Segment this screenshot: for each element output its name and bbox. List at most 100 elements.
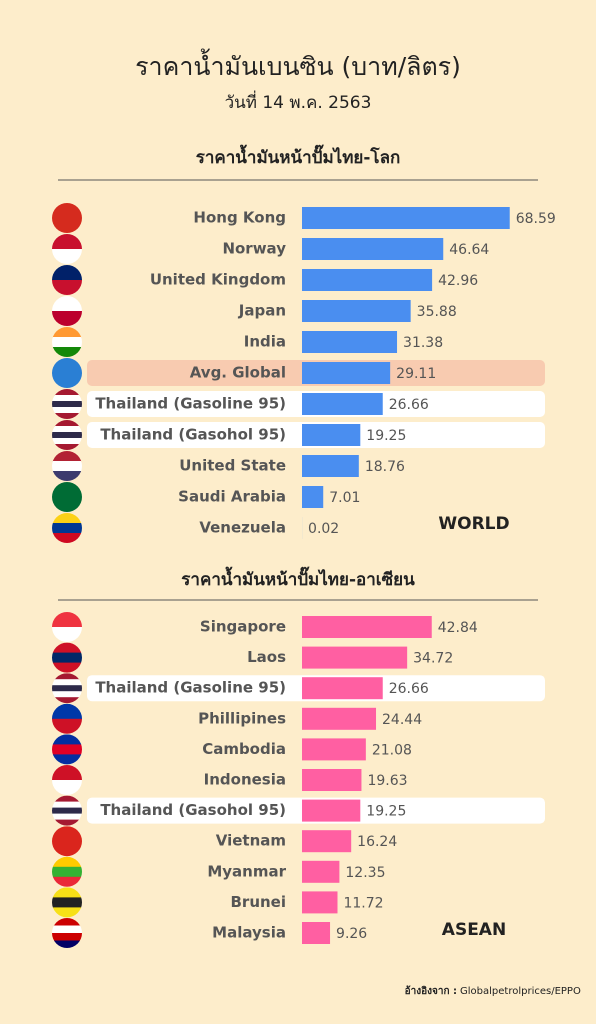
flag <box>52 296 82 326</box>
flag-stripe <box>52 407 82 414</box>
flag <box>52 887 82 918</box>
flag-stripe <box>52 754 82 765</box>
flag-stripe <box>52 887 82 898</box>
flag-stripe <box>52 451 82 462</box>
category-label: Norway <box>222 240 286 258</box>
category-label: Cambodia <box>202 740 286 758</box>
bar <box>302 922 331 944</box>
subtitle: วันที่ 14 พ.ค. 2563 <box>225 90 372 113</box>
value-label: 35.88 <box>417 304 457 320</box>
bar <box>302 269 433 291</box>
flag-stripe <box>52 734 82 745</box>
flag-stripe <box>52 940 82 948</box>
flag-stripe <box>52 311 82 326</box>
value-label: 16.24 <box>357 834 397 850</box>
chart-title: ราคาน้ำมันหน้าปั๊มไทย-อาเซียน <box>181 566 415 590</box>
flag-stripe <box>52 432 82 439</box>
value-label: 0.02 <box>308 521 339 537</box>
category-label: India <box>244 333 286 351</box>
flag-stripe <box>52 933 82 941</box>
flag-stripe <box>52 642 82 654</box>
bar <box>302 616 432 638</box>
flag-stripe <box>52 296 82 312</box>
flag <box>52 673 82 704</box>
flag-stripe <box>52 395 82 402</box>
value-label: 42.84 <box>438 620 478 636</box>
category-label: Singapore <box>200 618 286 636</box>
source: Globalpetrolprices/EPPO <box>460 986 581 997</box>
value-label: 29.11 <box>396 366 436 382</box>
bar <box>302 891 338 914</box>
flag-stripe <box>52 249 82 264</box>
value-label: 26.66 <box>389 681 429 697</box>
flag-stripe <box>52 461 82 472</box>
value-label: 26.66 <box>389 397 429 413</box>
flag <box>52 703 82 734</box>
value-label: 42.96 <box>438 273 478 289</box>
bar <box>302 860 340 883</box>
category-label: Thailand (Gasohol 95) <box>100 426 286 444</box>
flag-stripe <box>52 718 82 734</box>
flag-stripe <box>52 813 82 821</box>
flag <box>52 856 82 887</box>
flag-stripe <box>52 876 82 887</box>
category-label: Japan <box>238 302 286 320</box>
bar <box>302 331 398 353</box>
flag <box>52 420 82 450</box>
flag <box>52 826 82 857</box>
flag-stripe <box>52 327 82 338</box>
flag-stripe <box>52 807 82 815</box>
value-label: 11.72 <box>343 895 383 911</box>
flag-stripe <box>52 925 82 934</box>
bar <box>302 393 383 415</box>
flag <box>52 765 82 795</box>
flag-stripe <box>52 420 82 427</box>
flag <box>52 234 82 264</box>
flag-stripe <box>52 482 82 512</box>
bar <box>302 738 366 761</box>
flag-stripe <box>52 265 82 281</box>
flag <box>52 795 82 826</box>
bar <box>302 830 352 853</box>
category-label: Thailand (Gasoline 95) <box>95 679 286 697</box>
category-label: Hong Kong <box>193 209 286 227</box>
flag-stripe <box>52 801 82 809</box>
category-label: Laos <box>247 648 286 666</box>
flag-stripe <box>52 438 82 445</box>
flag <box>52 389 82 419</box>
value-label: 24.44 <box>382 712 422 728</box>
bar <box>302 207 510 229</box>
flag <box>52 482 82 512</box>
flag-stripe <box>52 347 82 357</box>
flag-stripe <box>52 280 82 295</box>
bar <box>302 677 383 700</box>
flag-stripe <box>52 662 82 673</box>
bar <box>302 707 377 730</box>
value-label: 19.25 <box>366 428 406 444</box>
chart-title: ราคาน้ำมันหน้าปั๊มไทย-โลก <box>196 144 401 168</box>
value-label: 46.64 <box>449 242 489 258</box>
flag-stripe <box>52 780 82 795</box>
flag <box>52 734 82 765</box>
flag-stripe <box>52 826 82 857</box>
flag-stripe <box>52 471 82 481</box>
flag-stripe <box>52 426 82 433</box>
category-label: Vietnam <box>216 832 286 850</box>
flag-stripe <box>52 373 82 388</box>
flag-stripe <box>52 401 82 408</box>
flag <box>52 918 82 948</box>
flag <box>52 642 82 673</box>
flag-stripe <box>52 679 82 686</box>
flag-stripe <box>52 918 82 926</box>
bar <box>302 486 324 508</box>
value-label: 19.63 <box>367 773 407 789</box>
flag <box>52 358 82 388</box>
flag <box>52 203 82 233</box>
value-label: 21.08 <box>372 742 412 758</box>
bar <box>302 238 444 260</box>
source-label: อ้างอิงจาก : <box>405 985 457 997</box>
bar <box>302 300 411 322</box>
category-label: Thailand (Gasoline 95) <box>95 395 286 413</box>
value-label: 34.72 <box>413 651 453 667</box>
